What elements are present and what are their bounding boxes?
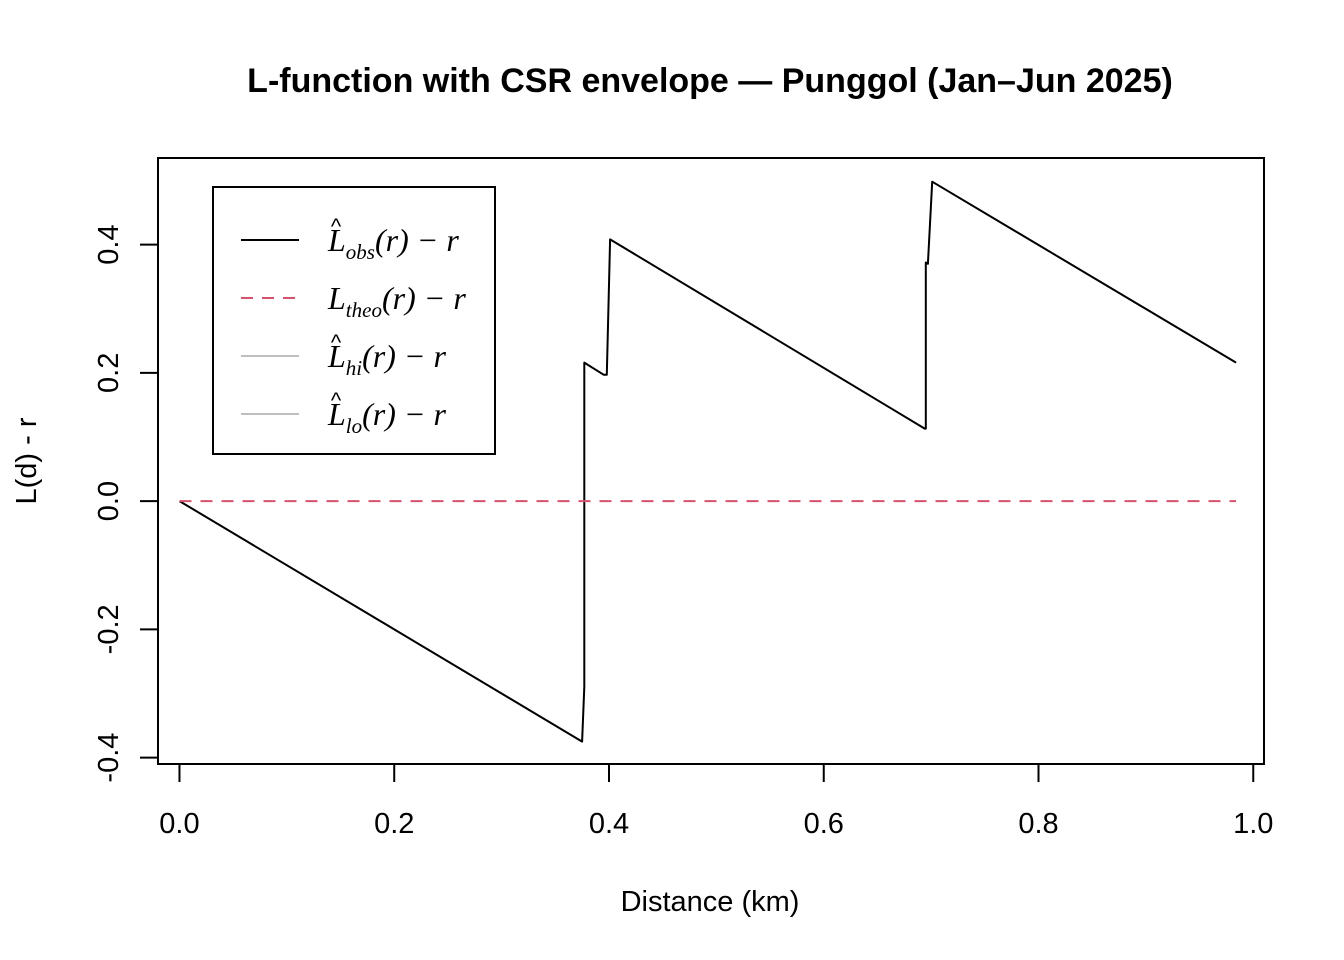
legend-box — [212, 186, 496, 455]
x-tick-label: 0.8 — [1018, 808, 1058, 840]
legend-hat-obs: ^ — [331, 214, 342, 239]
legend-label-lo: Llo(r) − r — [327, 396, 447, 438]
x-tick-label: 0.6 — [804, 808, 844, 840]
y-tick-label: 0.2 — [93, 353, 125, 393]
y-tick-label: -0.2 — [93, 604, 125, 654]
y-tick-label: -0.4 — [93, 733, 125, 783]
chart-title: L-function with CSR envelope — Punggol (… — [247, 62, 1173, 100]
x-tick-label: 0.0 — [159, 808, 199, 840]
y-tick-label: 0.0 — [93, 481, 125, 521]
y-tick-label: 0.4 — [93, 224, 125, 264]
x-tick-label: 0.4 — [589, 808, 629, 840]
legend-hat-lo: ^ — [331, 388, 342, 413]
legend-label-hi: Lhi(r) − r — [327, 338, 447, 380]
y-axis-label: L(d) - r — [11, 417, 43, 504]
legend-hat-hi: ^ — [331, 330, 342, 355]
x-tick-label: 0.2 — [374, 808, 414, 840]
x-axis-label: Distance (km) — [621, 886, 800, 918]
x-axis: 0.0 0.2 0.4 0.6 0.8 1.0 — [159, 763, 1273, 840]
legend-label-theo: Ltheo(r) − r — [327, 280, 466, 322]
x-tick-label: 1.0 — [1233, 808, 1273, 840]
y-axis: -0.4 -0.2 0.0 0.2 0.4 — [93, 224, 159, 783]
series-line-obs — [178, 180, 1237, 743]
legend-label-obs: Lobs(r) − r — [327, 222, 459, 264]
series-layer — [178, 180, 1237, 743]
